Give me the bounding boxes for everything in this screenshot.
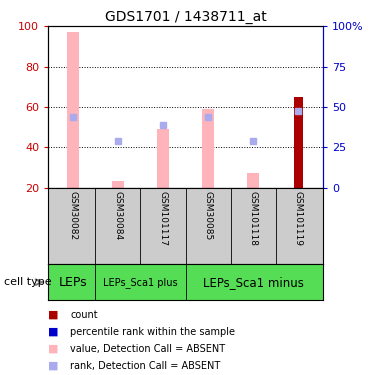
- Text: percentile rank within the sample: percentile rank within the sample: [70, 327, 236, 337]
- Text: GSM101117: GSM101117: [158, 191, 167, 246]
- Text: GSM30082: GSM30082: [69, 191, 78, 240]
- Text: ■: ■: [48, 361, 59, 370]
- Text: LEPs_Sca1 minus: LEPs_Sca1 minus: [203, 276, 303, 289]
- Text: GSM101118: GSM101118: [249, 191, 257, 246]
- Bar: [293, 97, 302, 188]
- Text: ■: ■: [48, 344, 59, 354]
- Text: rank, Detection Call = ABSENT: rank, Detection Call = ABSENT: [70, 361, 221, 370]
- Bar: [247, 173, 259, 188]
- Bar: [157, 129, 169, 188]
- Text: GSM30085: GSM30085: [204, 191, 213, 241]
- Text: GSM30084: GSM30084: [114, 191, 122, 240]
- Text: ■: ■: [48, 327, 59, 337]
- Title: GDS1701 / 1438711_at: GDS1701 / 1438711_at: [105, 10, 266, 24]
- Text: cell type: cell type: [4, 277, 51, 287]
- Text: ■: ■: [48, 310, 59, 320]
- Bar: [202, 109, 214, 188]
- Text: count: count: [70, 310, 98, 320]
- Bar: [68, 32, 79, 188]
- Text: LEPs: LEPs: [59, 276, 87, 289]
- Text: GSM101119: GSM101119: [293, 191, 302, 246]
- Bar: [112, 182, 124, 188]
- Text: value, Detection Call = ABSENT: value, Detection Call = ABSENT: [70, 344, 226, 354]
- Text: LEPs_Sca1 plus: LEPs_Sca1 plus: [103, 277, 178, 288]
